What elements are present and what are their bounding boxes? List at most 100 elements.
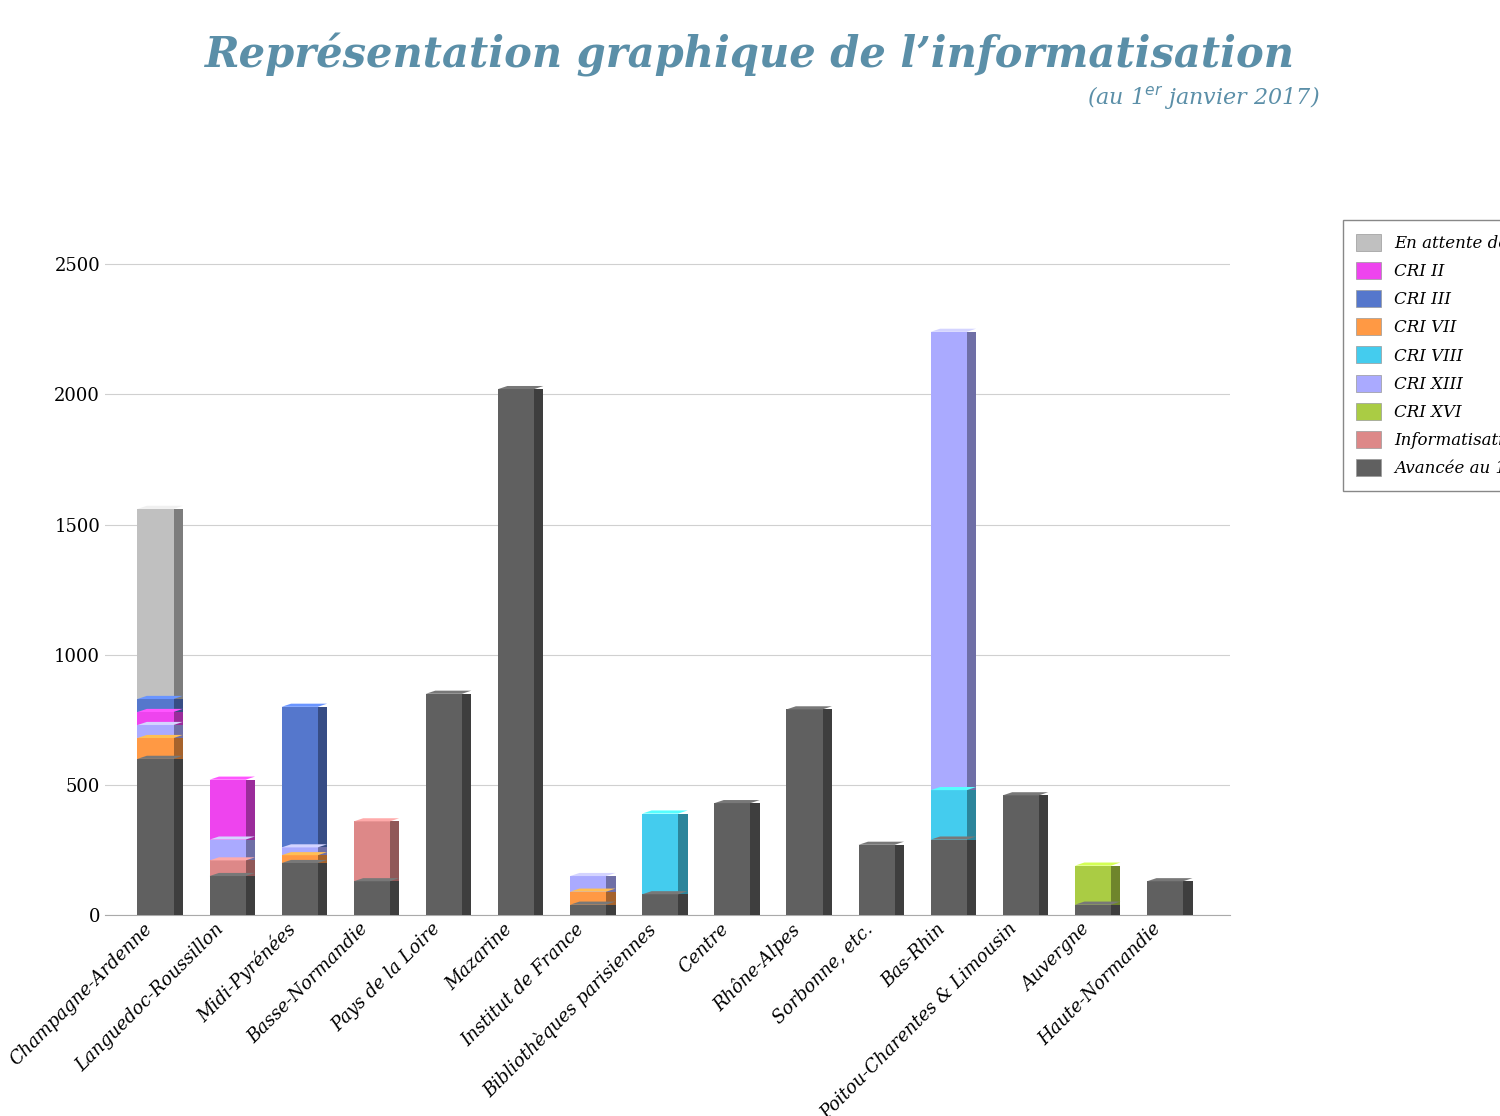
Bar (282, 706, 318, 847)
Polygon shape (968, 839, 976, 915)
Bar (138, 509, 174, 699)
Polygon shape (390, 882, 399, 915)
Polygon shape (354, 878, 399, 882)
Polygon shape (246, 860, 255, 876)
Polygon shape (1040, 796, 1048, 915)
Polygon shape (210, 777, 255, 780)
Polygon shape (210, 857, 255, 860)
Polygon shape (318, 863, 327, 915)
Polygon shape (570, 902, 615, 905)
Polygon shape (642, 810, 687, 814)
Bar (498, 389, 534, 915)
Polygon shape (138, 709, 183, 712)
Bar (354, 882, 390, 915)
Polygon shape (570, 873, 615, 876)
Bar (858, 845, 894, 915)
Polygon shape (750, 804, 760, 915)
Polygon shape (1076, 863, 1120, 866)
Polygon shape (246, 780, 255, 839)
Bar (642, 894, 678, 915)
Polygon shape (138, 696, 183, 699)
Polygon shape (498, 386, 543, 389)
Bar (570, 876, 606, 892)
Bar (1004, 796, 1040, 915)
Bar (210, 780, 246, 839)
Polygon shape (1112, 905, 1120, 915)
Polygon shape (1004, 792, 1048, 796)
Bar (138, 699, 174, 712)
Polygon shape (354, 818, 399, 821)
Bar (138, 725, 174, 738)
Polygon shape (318, 847, 327, 855)
Bar (570, 905, 606, 915)
Bar (282, 855, 318, 863)
Bar (210, 839, 246, 860)
Bar (138, 712, 174, 725)
Polygon shape (1148, 878, 1192, 882)
Polygon shape (894, 845, 904, 915)
Polygon shape (138, 756, 183, 759)
Polygon shape (930, 329, 976, 331)
Polygon shape (426, 691, 471, 694)
Bar (642, 814, 678, 894)
Polygon shape (930, 787, 976, 790)
Bar (786, 710, 822, 915)
Polygon shape (282, 853, 327, 855)
Polygon shape (858, 841, 904, 845)
Polygon shape (534, 389, 543, 915)
Text: Représentation graphique de l’informatisation: Représentation graphique de l’informatis… (206, 33, 1294, 77)
Bar (426, 694, 462, 915)
Polygon shape (318, 706, 327, 847)
Polygon shape (282, 704, 327, 706)
Polygon shape (138, 722, 183, 725)
Polygon shape (1112, 866, 1120, 905)
Polygon shape (642, 892, 687, 894)
Polygon shape (968, 331, 976, 790)
Polygon shape (318, 855, 327, 863)
Polygon shape (1076, 902, 1120, 905)
Polygon shape (786, 706, 832, 710)
Polygon shape (678, 814, 687, 894)
Polygon shape (606, 876, 615, 892)
Bar (138, 738, 174, 759)
Polygon shape (606, 905, 615, 915)
Polygon shape (822, 710, 833, 915)
Polygon shape (678, 894, 687, 915)
Bar (1076, 905, 1112, 915)
Polygon shape (174, 738, 183, 759)
Polygon shape (930, 837, 976, 839)
Bar (930, 790, 968, 839)
Polygon shape (174, 725, 183, 738)
Polygon shape (462, 694, 471, 915)
Bar (282, 847, 318, 855)
Polygon shape (138, 506, 183, 509)
Polygon shape (390, 821, 399, 882)
Bar (138, 759, 174, 915)
Polygon shape (174, 712, 183, 725)
Polygon shape (174, 509, 183, 699)
Polygon shape (210, 837, 255, 839)
Legend: En attente de traitement, CRI II, CRI III, CRI VII, CRI VIII, CRI XIII, CRI XVI,: En attente de traitement, CRI II, CRI II… (1342, 220, 1500, 491)
Polygon shape (138, 735, 183, 738)
Bar (210, 876, 246, 915)
Polygon shape (1184, 882, 1192, 915)
Text: (au 1$^{er}$ janvier 2017): (au 1$^{er}$ janvier 2017) (1088, 84, 1320, 110)
Polygon shape (174, 759, 183, 915)
Bar (210, 860, 246, 876)
Bar (930, 331, 968, 790)
Bar (354, 821, 390, 882)
Polygon shape (174, 699, 183, 712)
Bar (570, 892, 606, 905)
Polygon shape (570, 888, 615, 892)
Polygon shape (606, 892, 615, 905)
Polygon shape (246, 876, 255, 915)
Polygon shape (246, 839, 255, 860)
Bar (1076, 866, 1112, 905)
Bar (714, 804, 750, 915)
Polygon shape (282, 860, 327, 863)
Polygon shape (282, 845, 327, 847)
Bar (1148, 882, 1184, 915)
Bar (930, 839, 968, 915)
Polygon shape (968, 790, 976, 839)
Polygon shape (714, 800, 760, 804)
